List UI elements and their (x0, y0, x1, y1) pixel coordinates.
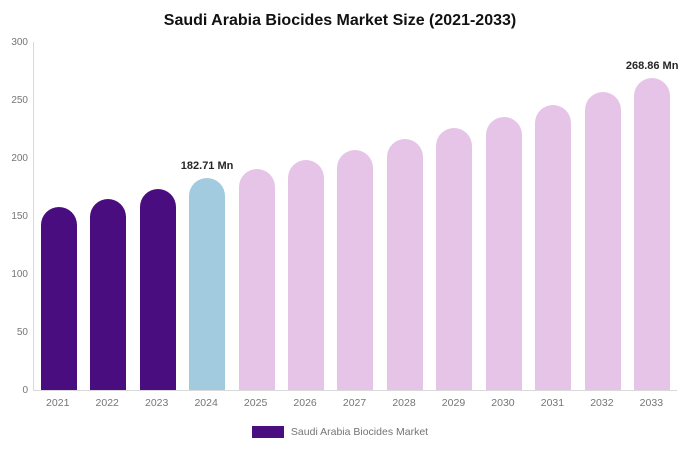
bar-2026 (287, 160, 324, 390)
x-axis: 2021 2022 2023 2024 2025 2026 2027 2028 2029 2030… (33, 397, 676, 409)
y-tick-label: 200 (11, 153, 28, 164)
legend: Saudi Arabia Biocides Market (0, 426, 680, 438)
bar-2025 (238, 169, 275, 390)
y-tick-label: 150 (11, 211, 28, 222)
bar-2030 (485, 117, 522, 390)
bar-2023 (139, 189, 176, 390)
x-tick-label-2025: 2025 (243, 397, 268, 409)
legend-swatch (251, 426, 284, 438)
legend-label: Saudi Arabia Biocides Market (290, 426, 429, 438)
x-tick-label-2027: 2027 (342, 397, 367, 409)
bar-2022 (90, 199, 127, 390)
bar-2021 (40, 207, 77, 390)
x-tick-label-2021: 2021 (46, 397, 70, 409)
chart-title: Saudi Arabia Biocides Market Size (2021-… (163, 12, 517, 29)
plot-area: 182.71 Mn 268.86 Mn (33, 42, 678, 391)
bar-2031 (535, 105, 572, 390)
bar-2029 (436, 128, 473, 390)
bar-2028 (386, 139, 423, 390)
value-label-2033: 268.86 Mn (625, 60, 679, 72)
x-tick-label-2033: 2033 (639, 397, 664, 409)
bar-2032 (584, 92, 621, 390)
x-tick-label-2022: 2022 (95, 397, 119, 409)
y-tick-label: 100 (11, 269, 28, 280)
x-tick-label-2029: 2029 (441, 397, 466, 409)
y-tick-label: 250 (11, 95, 28, 106)
y-tick-label: 0 (22, 385, 28, 396)
x-tick-label-2024: 2024 (194, 397, 218, 409)
x-tick-label-2026: 2026 (293, 397, 317, 409)
y-tick-label: 300 (11, 37, 28, 48)
y-tick-label: 50 (16, 327, 28, 338)
x-tick-label-2032: 2032 (590, 397, 614, 409)
x-tick-label-2030: 2030 (491, 397, 515, 409)
bar-2027 (337, 150, 374, 390)
x-tick-label-2023: 2023 (144, 397, 169, 409)
x-tick-label-2028: 2028 (392, 397, 416, 409)
x-tick-label-2031: 2031 (540, 397, 565, 409)
bar-2033: 268.86 Mn (626, 60, 678, 390)
value-label-2024: 182.71 Mn (180, 160, 234, 172)
bar-2024: 182.71 Mn (181, 160, 233, 390)
